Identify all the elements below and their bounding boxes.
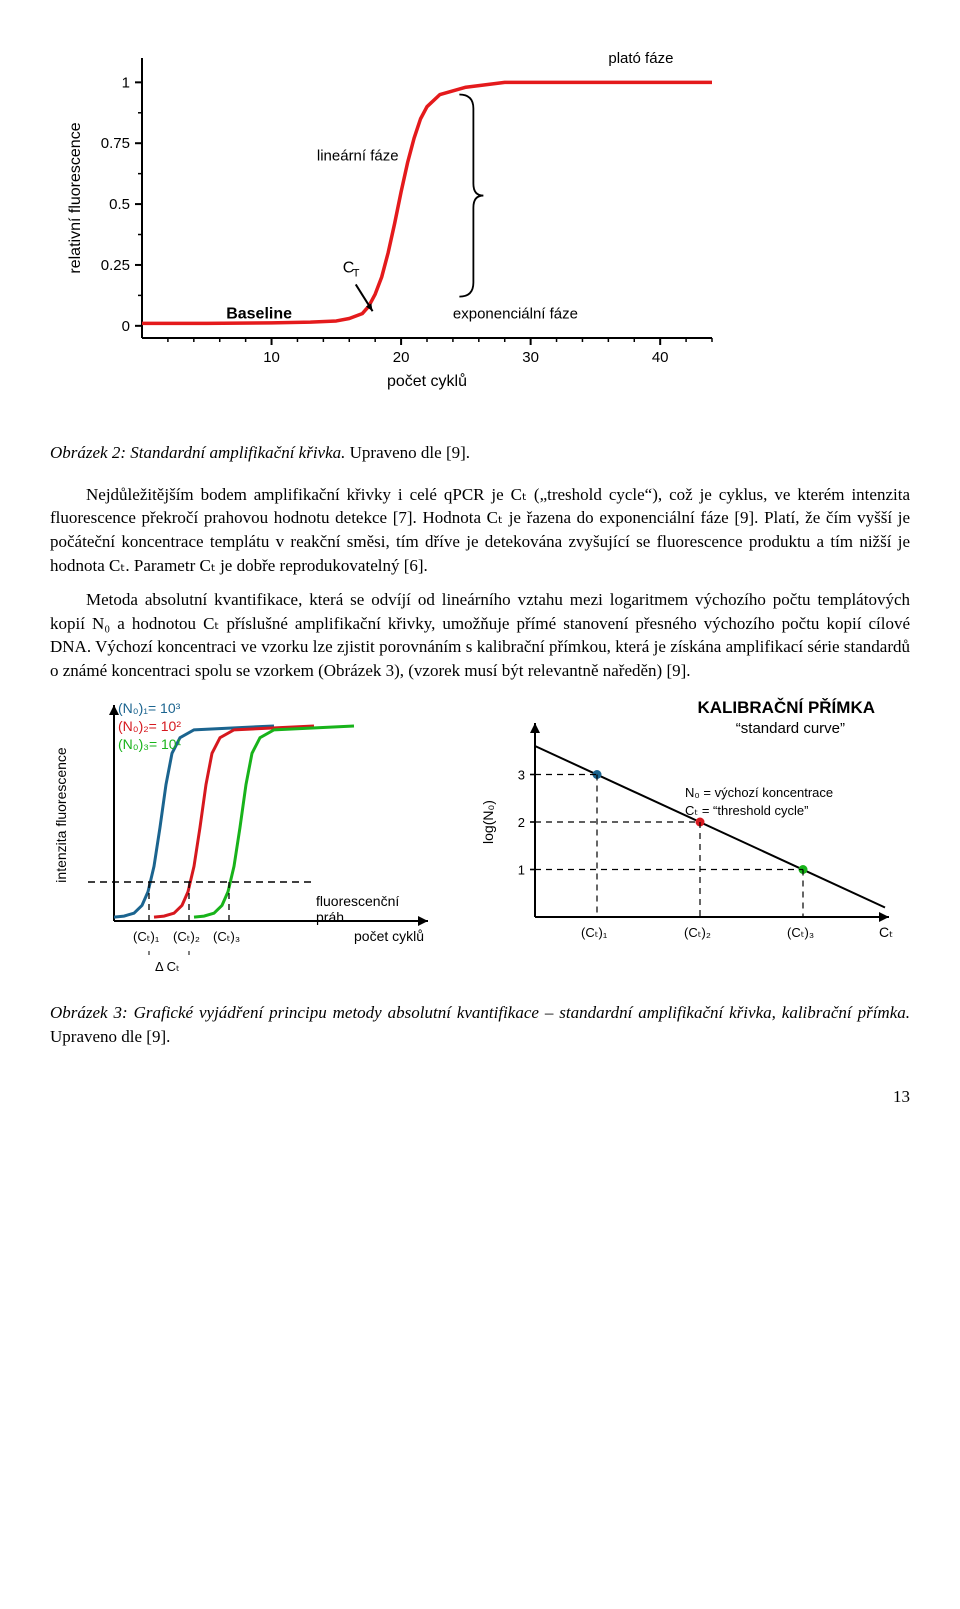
- amplification-curve-chart: 0 0.25 0.5 0.75 1 10 20 30 40 počet cyklů relativn…: [50, 36, 750, 416]
- svg-text:relativní fluorescence: relativní fluorescence: [67, 122, 84, 273]
- svg-text:30: 30: [522, 349, 539, 366]
- svg-text:počet cyklů: počet cyklů: [387, 372, 467, 390]
- page-number: 13: [50, 1085, 910, 1109]
- three-curves-chart: intenzita fluorescence (N₀)₁= 10³ (N₀)₂= 1…: [50, 693, 445, 983]
- svg-text:log(N₀): log(N₀): [480, 800, 496, 844]
- svg-text:(Cₜ)₃: (Cₜ)₃: [213, 929, 240, 944]
- svg-text:T: T: [353, 267, 360, 279]
- calibration-line-chart: KALIBRAČNÍ PŘÍMKA “standard curve” log(N₀)…: [475, 693, 910, 983]
- fig2-caption-source: Upraveno dle [9].: [50, 1027, 170, 1046]
- svg-text:0.25: 0.25: [101, 257, 130, 274]
- svg-text:lineární fáze: lineární fáze: [317, 147, 399, 164]
- svg-text:fluorescenční: fluorescenční: [316, 893, 399, 909]
- svg-text:“standard curve”: “standard curve”: [736, 720, 845, 737]
- paragraph-1: Nejdůležitějším bodem amplifikační křivk…: [50, 483, 910, 578]
- svg-text:2: 2: [518, 815, 525, 830]
- svg-text:(N₀)₂= 10²: (N₀)₂= 10²: [118, 718, 181, 734]
- svg-text:práh: práh: [316, 909, 344, 925]
- svg-text:intenzita fluorescence: intenzita fluorescence: [53, 747, 69, 883]
- svg-text:(Cₜ)₂: (Cₜ)₂: [173, 929, 200, 944]
- fig1-caption-text: Obrázek 2: Standardní amplifikační křivk…: [50, 443, 345, 462]
- fig2-caption-text: Obrázek 3: Grafické vyjádření principu m…: [50, 1003, 910, 1022]
- svg-text:1: 1: [518, 862, 525, 877]
- svg-text:0.75: 0.75: [101, 135, 130, 152]
- svg-text:(N₀)₃= 10¹: (N₀)₃= 10¹: [118, 736, 182, 752]
- figure-2-caption: Obrázek 3: Grafické vyjádření principu m…: [50, 1001, 910, 1049]
- svg-text:3: 3: [518, 767, 525, 782]
- svg-text:40: 40: [652, 349, 669, 366]
- figure-2: intenzita fluorescence (N₀)₁= 10³ (N₀)₂= 1…: [50, 693, 910, 983]
- svg-text:Cₜ: Cₜ: [879, 924, 893, 940]
- svg-text:plató fáze: plató fáze: [608, 50, 673, 67]
- svg-text:1: 1: [122, 74, 130, 91]
- svg-text:10: 10: [263, 349, 280, 366]
- svg-text:KALIBRAČNÍ PŘÍMKA: KALIBRAČNÍ PŘÍMKA: [698, 698, 876, 717]
- paragraph-2: Metoda absolutní kvantifikace, která se …: [50, 588, 910, 683]
- svg-text:(N₀)₁= 10³: (N₀)₁= 10³: [118, 700, 181, 716]
- svg-text:20: 20: [393, 349, 410, 366]
- svg-text:0.5: 0.5: [109, 196, 130, 213]
- svg-text:Δ Cₜ: Δ Cₜ: [155, 959, 180, 974]
- svg-text:Baseline: Baseline: [226, 306, 292, 323]
- svg-text:(Cₜ)₂: (Cₜ)₂: [684, 925, 711, 940]
- svg-text:0: 0: [122, 318, 130, 335]
- figure-1: 0 0.25 0.5 0.75 1 10 20 30 40 počet cyklů relativn…: [50, 36, 910, 423]
- svg-text:počet cyklů: počet cyklů: [354, 928, 424, 944]
- svg-text:N₀ = výchozí koncentrace: N₀ = výchozí koncentrace: [685, 785, 833, 800]
- svg-text:(Cₜ)₁: (Cₜ)₁: [133, 929, 160, 944]
- figure-1-caption: Obrázek 2: Standardní amplifikační křivk…: [50, 441, 910, 465]
- fig1-caption-source: Upraveno dle [9].: [345, 443, 470, 462]
- svg-text:(Cₜ)₃: (Cₜ)₃: [787, 925, 814, 940]
- svg-text:exponenciální fáze: exponenciální fáze: [453, 306, 578, 323]
- svg-text:Cₜ = “threshold cycle”: Cₜ = “threshold cycle”: [685, 803, 808, 818]
- svg-text:(Cₜ)₁: (Cₜ)₁: [581, 925, 608, 940]
